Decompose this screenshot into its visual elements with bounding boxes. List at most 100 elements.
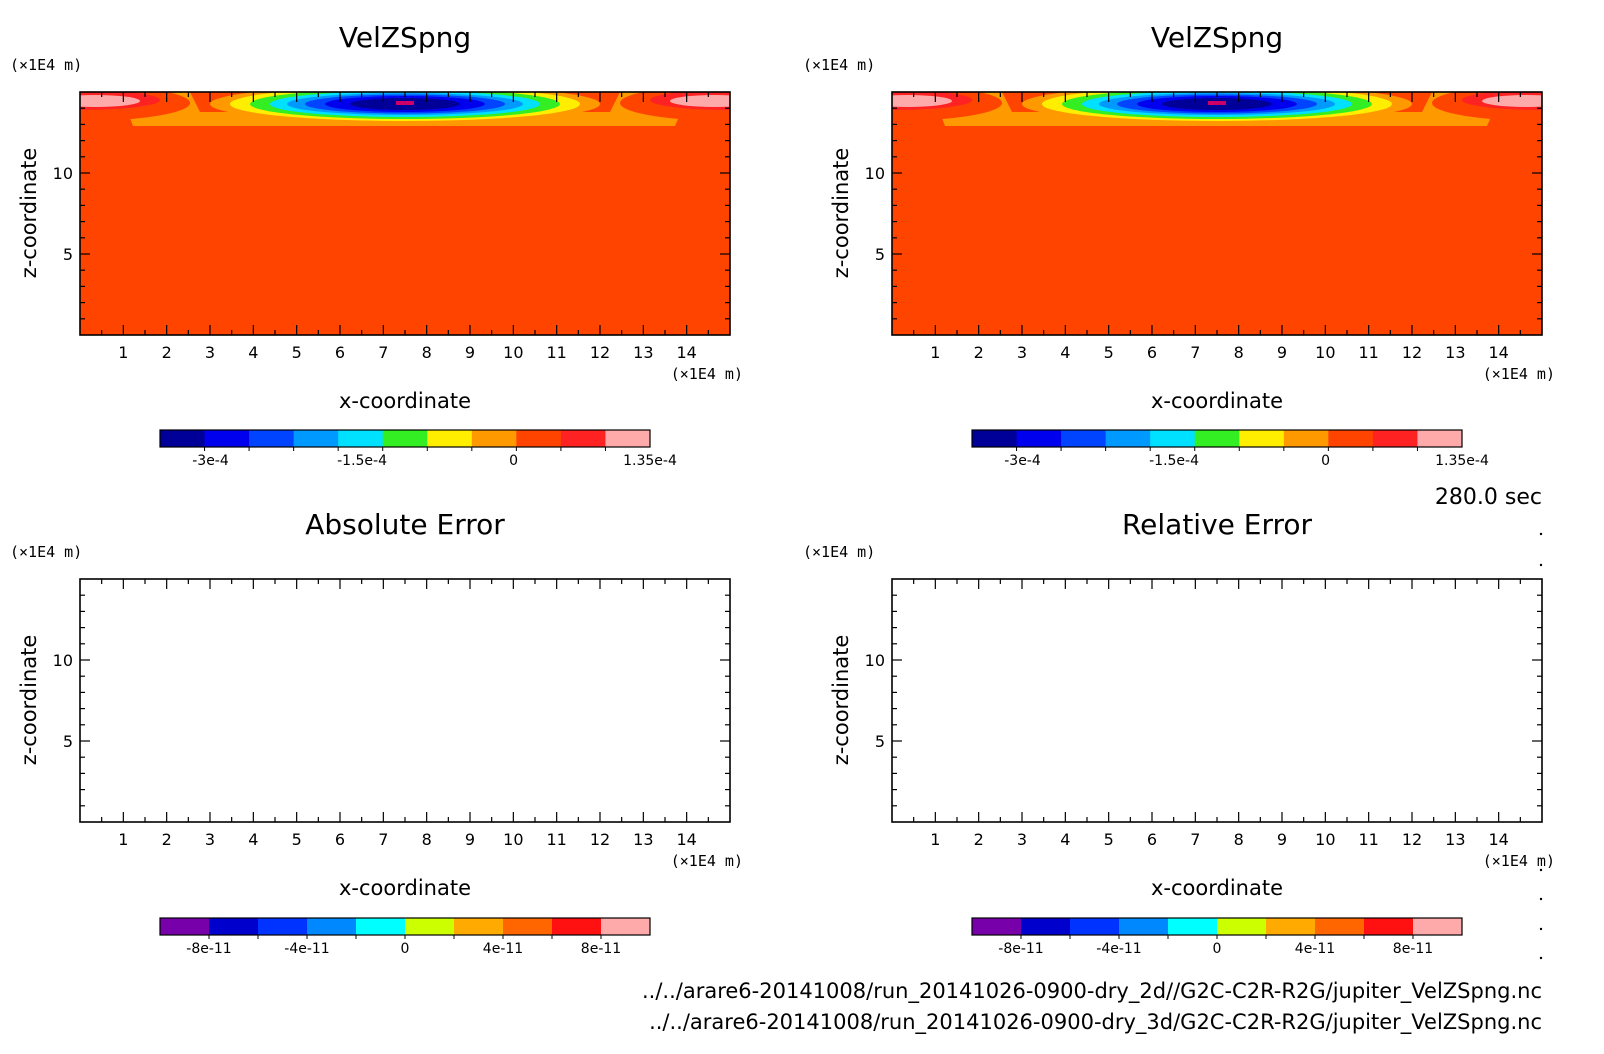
x-tick-label: 2 [162,343,172,362]
x-tick-label: 10 [503,343,523,362]
y-tick-label: 5 [875,245,885,264]
source-file-2d: ../../arare6-20141008/run_20141026-0900-… [642,979,1542,1004]
x-tick-label: 4 [248,830,258,849]
x-tick-label: 10 [1315,343,1335,362]
x-axis-label: x-coordinate [1151,876,1283,900]
colorbar-tick-label: -1.5e-4 [337,453,387,469]
colorbar-swatch [1168,918,1218,935]
y-tick-label: 10 [865,651,885,670]
x-tick-label: 4 [1060,830,1070,849]
colorbar-swatch [427,430,473,447]
y-tick-label: 5 [875,732,885,751]
colorbar: -3e-4 -1.5e-4 0 1.35e-4 [971,429,1489,469]
x-tick-label: 10 [503,830,523,849]
colorbar-swatch [382,430,428,447]
x-tick-label: 13 [633,830,653,849]
colorbar-swatch [560,430,606,447]
tick-marks [892,92,1542,335]
contour-field [892,92,1542,335]
colorbar-swatch [1283,430,1329,447]
x-tick-label: 8 [422,830,432,849]
x-tick-label: 4 [1060,343,1070,362]
x-tick-label: 14 [1488,343,1508,362]
x-tick-label: 5 [292,830,302,849]
colorbar-tick-label: 8e-11 [581,941,621,957]
tick-marks [80,92,730,335]
colorbar-swatch [1315,918,1365,935]
colorbar-swatch [204,430,250,447]
x-tick-label: 13 [1445,830,1465,849]
x-tick-label: 13 [1445,343,1465,362]
x-tick-label: 7 [378,343,388,362]
colorbar-swatch [503,918,553,935]
panel-velzspng-3d: VelZSpng (×1E4 m) 1 2 3 4 5 6 7 8 9 10 11 12 13 14 51… [803,21,1555,469]
colorbar-swatch [1364,918,1414,935]
x-tick-label: 1 [930,343,940,362]
panel-title: VelZSpng [1151,21,1283,54]
time-label: 280.0 sec [1435,485,1542,510]
x-tick-label: 14 [676,830,696,849]
colorbar: -3e-4 -1.5e-4 0 1.35e-4 [159,429,677,469]
x-tick-label: 4 [248,343,258,362]
panel-title: Absolute Error [305,508,505,541]
colorbar-swatch [1217,918,1267,935]
colorbar-swatch [1119,918,1169,935]
y-tick-labels: 5 10 [865,164,885,264]
x-tick-label: 3 [1017,343,1027,362]
colorbar-swatch [1266,918,1316,935]
x-tick-label: 2 [162,830,172,849]
colorbar-swatch [293,430,339,447]
x-tick-label: 1 [118,830,128,849]
colorbar-swatch [405,918,455,935]
y-tick-label: 10 [53,164,73,183]
x-tick-label: 3 [205,343,215,362]
x-tick-label: 12 [1402,830,1422,849]
colorbar-swatch [471,430,517,447]
x-unit-label: (×1E4 m) [1483,365,1555,383]
x-tick-label: 3 [205,830,215,849]
x-tick-label: 9 [465,343,475,362]
colorbar-swatch [338,430,384,447]
x-tick-label: 9 [1277,343,1287,362]
colorbar: -8e-11 -4e-11 0 4e-11 8e-11 [971,917,1463,957]
colorbar-tick-label: -3e-4 [1004,453,1041,469]
colorbar-swatch [356,918,406,935]
x-axis-label: x-coordinate [1151,389,1283,413]
y-axis-label: z-coordinate [829,148,853,279]
y-axis-label: z-coordinate [829,635,853,766]
x-tick-label: 6 [1147,830,1157,849]
colorbar-swatch [1150,430,1196,447]
source-file-3d: ../../arare6-20141008/run_20141026-0900-… [649,1010,1542,1035]
colorbar-swatch [1239,430,1285,447]
x-tick-label: 5 [1104,830,1114,849]
x-tick-label: 1 [930,830,940,849]
y-tick-labels: 5 10 [53,164,73,264]
y-axis-label: z-coordinate [17,148,41,279]
x-tick-label: 7 [378,830,388,849]
panel-title: VelZSpng [339,21,471,54]
x-tick-labels: 1 2 3 4 5 6 7 8 9 10 11 12 13 14 [930,830,1509,849]
colorbar-swatch [1070,918,1120,935]
colorbar-tick-label: 4e-11 [1295,941,1335,957]
x-tick-label: 11 [1358,343,1378,362]
tick-marks [80,579,730,822]
x-tick-label: 12 [590,343,610,362]
y-axis-label: z-coordinate [17,635,41,766]
colorbar-tick-label: 1.35e-4 [623,453,677,469]
colorbar-tick-label: 0 [509,453,518,469]
panel-velzspng-2d: VelZSpng (×1E4 m) 1 2 3 4 5 6 7 8 9 10 11 12 13 14 51… [10,21,743,469]
y-unit-label: (×1E4 m) [803,56,875,74]
x-tick-label: 7 [1190,343,1200,362]
y-tick-label: 10 [53,651,73,670]
contour-field [80,92,730,335]
plot-frame [79,578,731,823]
x-tick-label: 6 [335,830,345,849]
x-axis-label: x-coordinate [339,876,471,900]
x-tick-label: 1 [118,343,128,362]
colorbar-swatch [160,430,206,447]
x-tick-label: 5 [292,343,302,362]
colorbar-swatch [1016,430,1062,447]
colorbar-swatch [258,918,308,935]
y-unit-label: (×1E4 m) [10,543,82,561]
